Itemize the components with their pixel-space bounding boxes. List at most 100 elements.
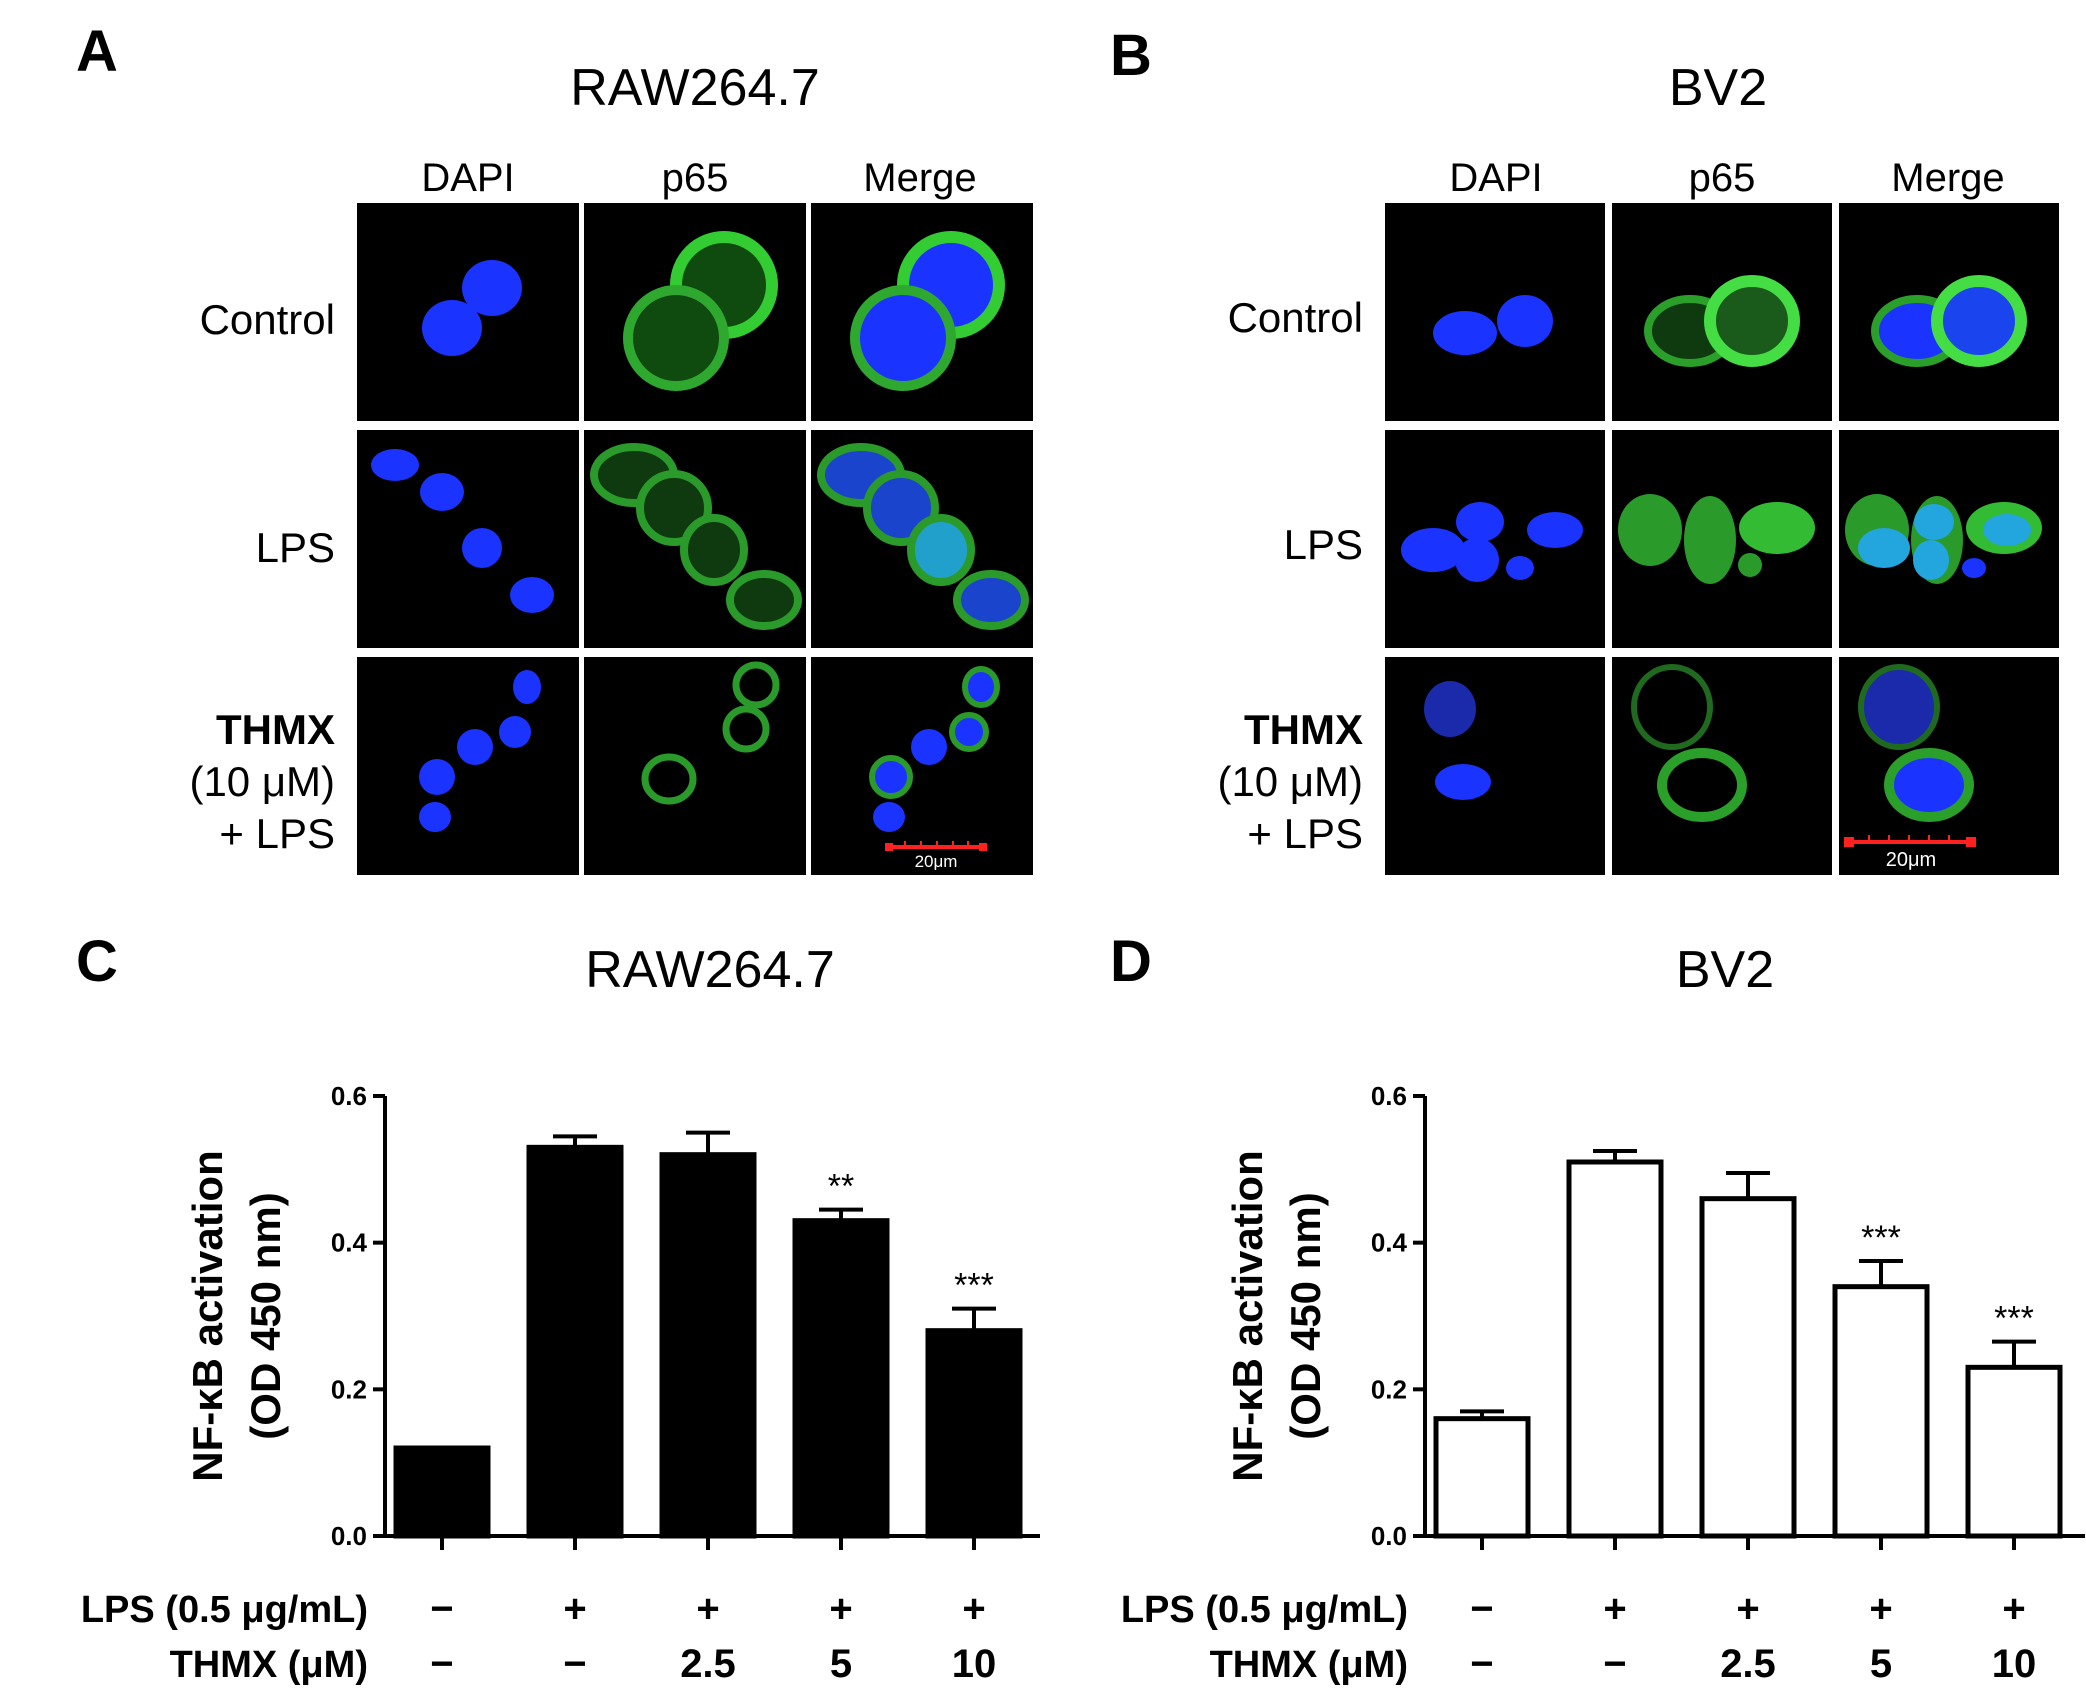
image-b-thmx-p65 <box>1612 657 1832 875</box>
chart-d-y-tick-label: 0.6 <box>1371 1081 1407 1111</box>
image-a-lps-dapi <box>357 430 579 648</box>
col-head-dapi-b: DAPI <box>1449 156 1543 200</box>
image-b-control-p65 <box>1612 203 1832 421</box>
chart-d-bar <box>1832 1284 1930 1539</box>
chart-c-thmx-value: 2.5 <box>680 1642 736 1686</box>
chart-c-bar <box>925 1328 1023 1539</box>
row-label-control-a: Control <box>199 296 335 343</box>
scale-bar-label-b: 20μm <box>1885 849 1937 871</box>
col-head-merge-a: Merge <box>863 156 977 200</box>
image-a-lps-p65 <box>584 430 806 648</box>
image-b-control-merge <box>1839 203 2059 421</box>
row-label-thmx-bold-a: THMX <box>216 706 335 753</box>
col-head-dapi-a: DAPI <box>421 156 515 200</box>
col-head-p65-b: p65 <box>1688 156 1756 200</box>
row-label-thmx-lps-b: + LPS <box>1247 810 1363 857</box>
chart-d-significance: *** <box>1994 1300 2034 1338</box>
chart-d-thmx-value: 5 <box>1870 1642 1892 1686</box>
image-b-thmx-merge: 20μm <box>1839 657 2059 875</box>
chart-d-thmx-row-label: THMX (μM) <box>1210 1644 1408 1686</box>
image-b-lps-p65 <box>1612 430 1832 648</box>
chart-d-y-label-line1: NF-κB activation <box>1224 1150 1271 1481</box>
chart-c-y-label-line2: (OD 450 nm) <box>242 1192 289 1439</box>
scale-bar-b <box>1844 835 1976 847</box>
chart-c-bar <box>792 1218 890 1539</box>
row-label-thmx-lps-a: + LPS <box>219 810 335 857</box>
panel-letter-b: B <box>1110 23 1152 88</box>
scale-bar-a <box>885 841 987 851</box>
row-label-thmx-dose-b: (10 μM) <box>1217 758 1363 805</box>
chart-d-thmx-value: 2.5 <box>1720 1642 1776 1686</box>
chart-d-thmx-value: − <box>1603 1642 1626 1686</box>
chart-c-significance: ** <box>828 1168 854 1206</box>
chart-c-lps-row-label: LPS (0.5 μg/mL) <box>81 1589 368 1631</box>
chart-c-thmx-value: − <box>430 1642 453 1686</box>
image-a-control-dapi <box>357 203 579 421</box>
image-a-lps-merge <box>811 430 1033 648</box>
image-b-control-dapi <box>1385 203 1605 421</box>
chart-d-lps-row-label: LPS (0.5 μg/mL) <box>1121 1589 1408 1631</box>
chart-d-y-tick-label: 0.0 <box>1371 1521 1407 1551</box>
image-a-thmx-dapi <box>357 657 579 875</box>
chart-d-bar <box>1965 1364 2063 1539</box>
chart-c-lps-value: + <box>829 1587 852 1631</box>
chart-c-thmx-value: 5 <box>830 1642 852 1686</box>
chart-c-y-tick-label: 0.0 <box>331 1521 367 1551</box>
chart-d-lps-value: + <box>1603 1587 1626 1631</box>
panel-b-title: BV2 <box>1668 59 1768 117</box>
col-head-p65-a: p65 <box>661 156 729 200</box>
chart-d-lps-value: + <box>1736 1587 1759 1631</box>
chart-c-y-tick-label: 0.6 <box>331 1081 367 1111</box>
chart-c-bar <box>659 1152 757 1539</box>
chart-c-significance: *** <box>954 1267 994 1305</box>
chart-c-lps-value: + <box>696 1587 719 1631</box>
chart-d-y-tick-label: 0.4 <box>1371 1228 1408 1258</box>
chart-d-lps-value: + <box>1869 1587 1892 1631</box>
scale-bar-label-a: 20μm <box>914 852 958 871</box>
row-label-thmx-bold-b: THMX <box>1244 706 1363 753</box>
chart-c-bar <box>393 1445 491 1539</box>
chart-c-thmx-value: 10 <box>952 1642 997 1686</box>
chart-c-lps-value: + <box>962 1587 985 1631</box>
panel-c-title: RAW264.7 <box>585 941 835 999</box>
panel-letter-c: C <box>76 929 118 994</box>
row-label-lps-b: LPS <box>1283 521 1363 568</box>
chart-c-bar <box>526 1144 624 1539</box>
image-a-control-p65 <box>584 203 806 421</box>
image-b-lps-merge <box>1839 430 2059 648</box>
chart-c-thmx-row-label: THMX (μM) <box>170 1644 368 1686</box>
panel-d-title: BV2 <box>1675 941 1775 999</box>
chart-d-thmx-value: − <box>1470 1642 1493 1686</box>
row-label-control-b: Control <box>1227 294 1363 341</box>
chart-d-bar <box>1699 1196 1797 1539</box>
panel-a-title: RAW264.7 <box>570 59 820 117</box>
row-label-thmx-a: THMX (10 μM) + LPS <box>35 704 335 860</box>
image-a-thmx-p65 <box>584 657 806 875</box>
row-label-lps-a: LPS <box>255 524 335 571</box>
chart-d-y-tick-label: 0.2 <box>1371 1374 1407 1404</box>
image-b-thmx-dapi <box>1385 657 1605 875</box>
bar-chart-c: 0.0 0.2 0.4 0.6 NF-κB activation (OD 450 nm) −… <box>81 1081 1040 1686</box>
chart-d-lps-value: + <box>2002 1587 2025 1631</box>
chart-c-y-tick-label: 0.2 <box>331 1374 367 1404</box>
chart-c-y-label-line1: NF-κB activation <box>184 1150 231 1481</box>
chart-d-bar <box>1566 1159 1664 1539</box>
chart-d-bar <box>1433 1416 1531 1539</box>
chart-c-y-tick-label: 0.4 <box>331 1228 368 1258</box>
chart-c-lps-value: − <box>430 1587 453 1631</box>
bar-chart-d: 0.0 0.2 0.4 0.6 NF-κB activation (OD 450 nm) −… <box>1121 1081 2085 1686</box>
chart-d-thmx-value: 10 <box>1992 1642 2037 1686</box>
chart-c-thmx-value: − <box>563 1642 586 1686</box>
panel-letter-d: D <box>1110 929 1152 994</box>
col-head-merge-b: Merge <box>1891 156 2005 200</box>
image-b-lps-dapi <box>1385 430 1605 648</box>
chart-d-lps-value: − <box>1470 1587 1493 1631</box>
chart-c-lps-value: + <box>563 1587 586 1631</box>
row-label-thmx-b: THMX (10 μM) + LPS <box>1063 704 1363 860</box>
image-a-control-merge <box>811 203 1033 421</box>
chart-d-y-label-line2: (OD 450 nm) <box>1282 1192 1329 1439</box>
chart-d-significance: *** <box>1861 1219 1901 1257</box>
panel-letter-a: A <box>76 19 118 84</box>
row-label-thmx-dose-a: (10 μM) <box>189 758 335 805</box>
image-a-thmx-merge: 20μm <box>811 657 1033 875</box>
